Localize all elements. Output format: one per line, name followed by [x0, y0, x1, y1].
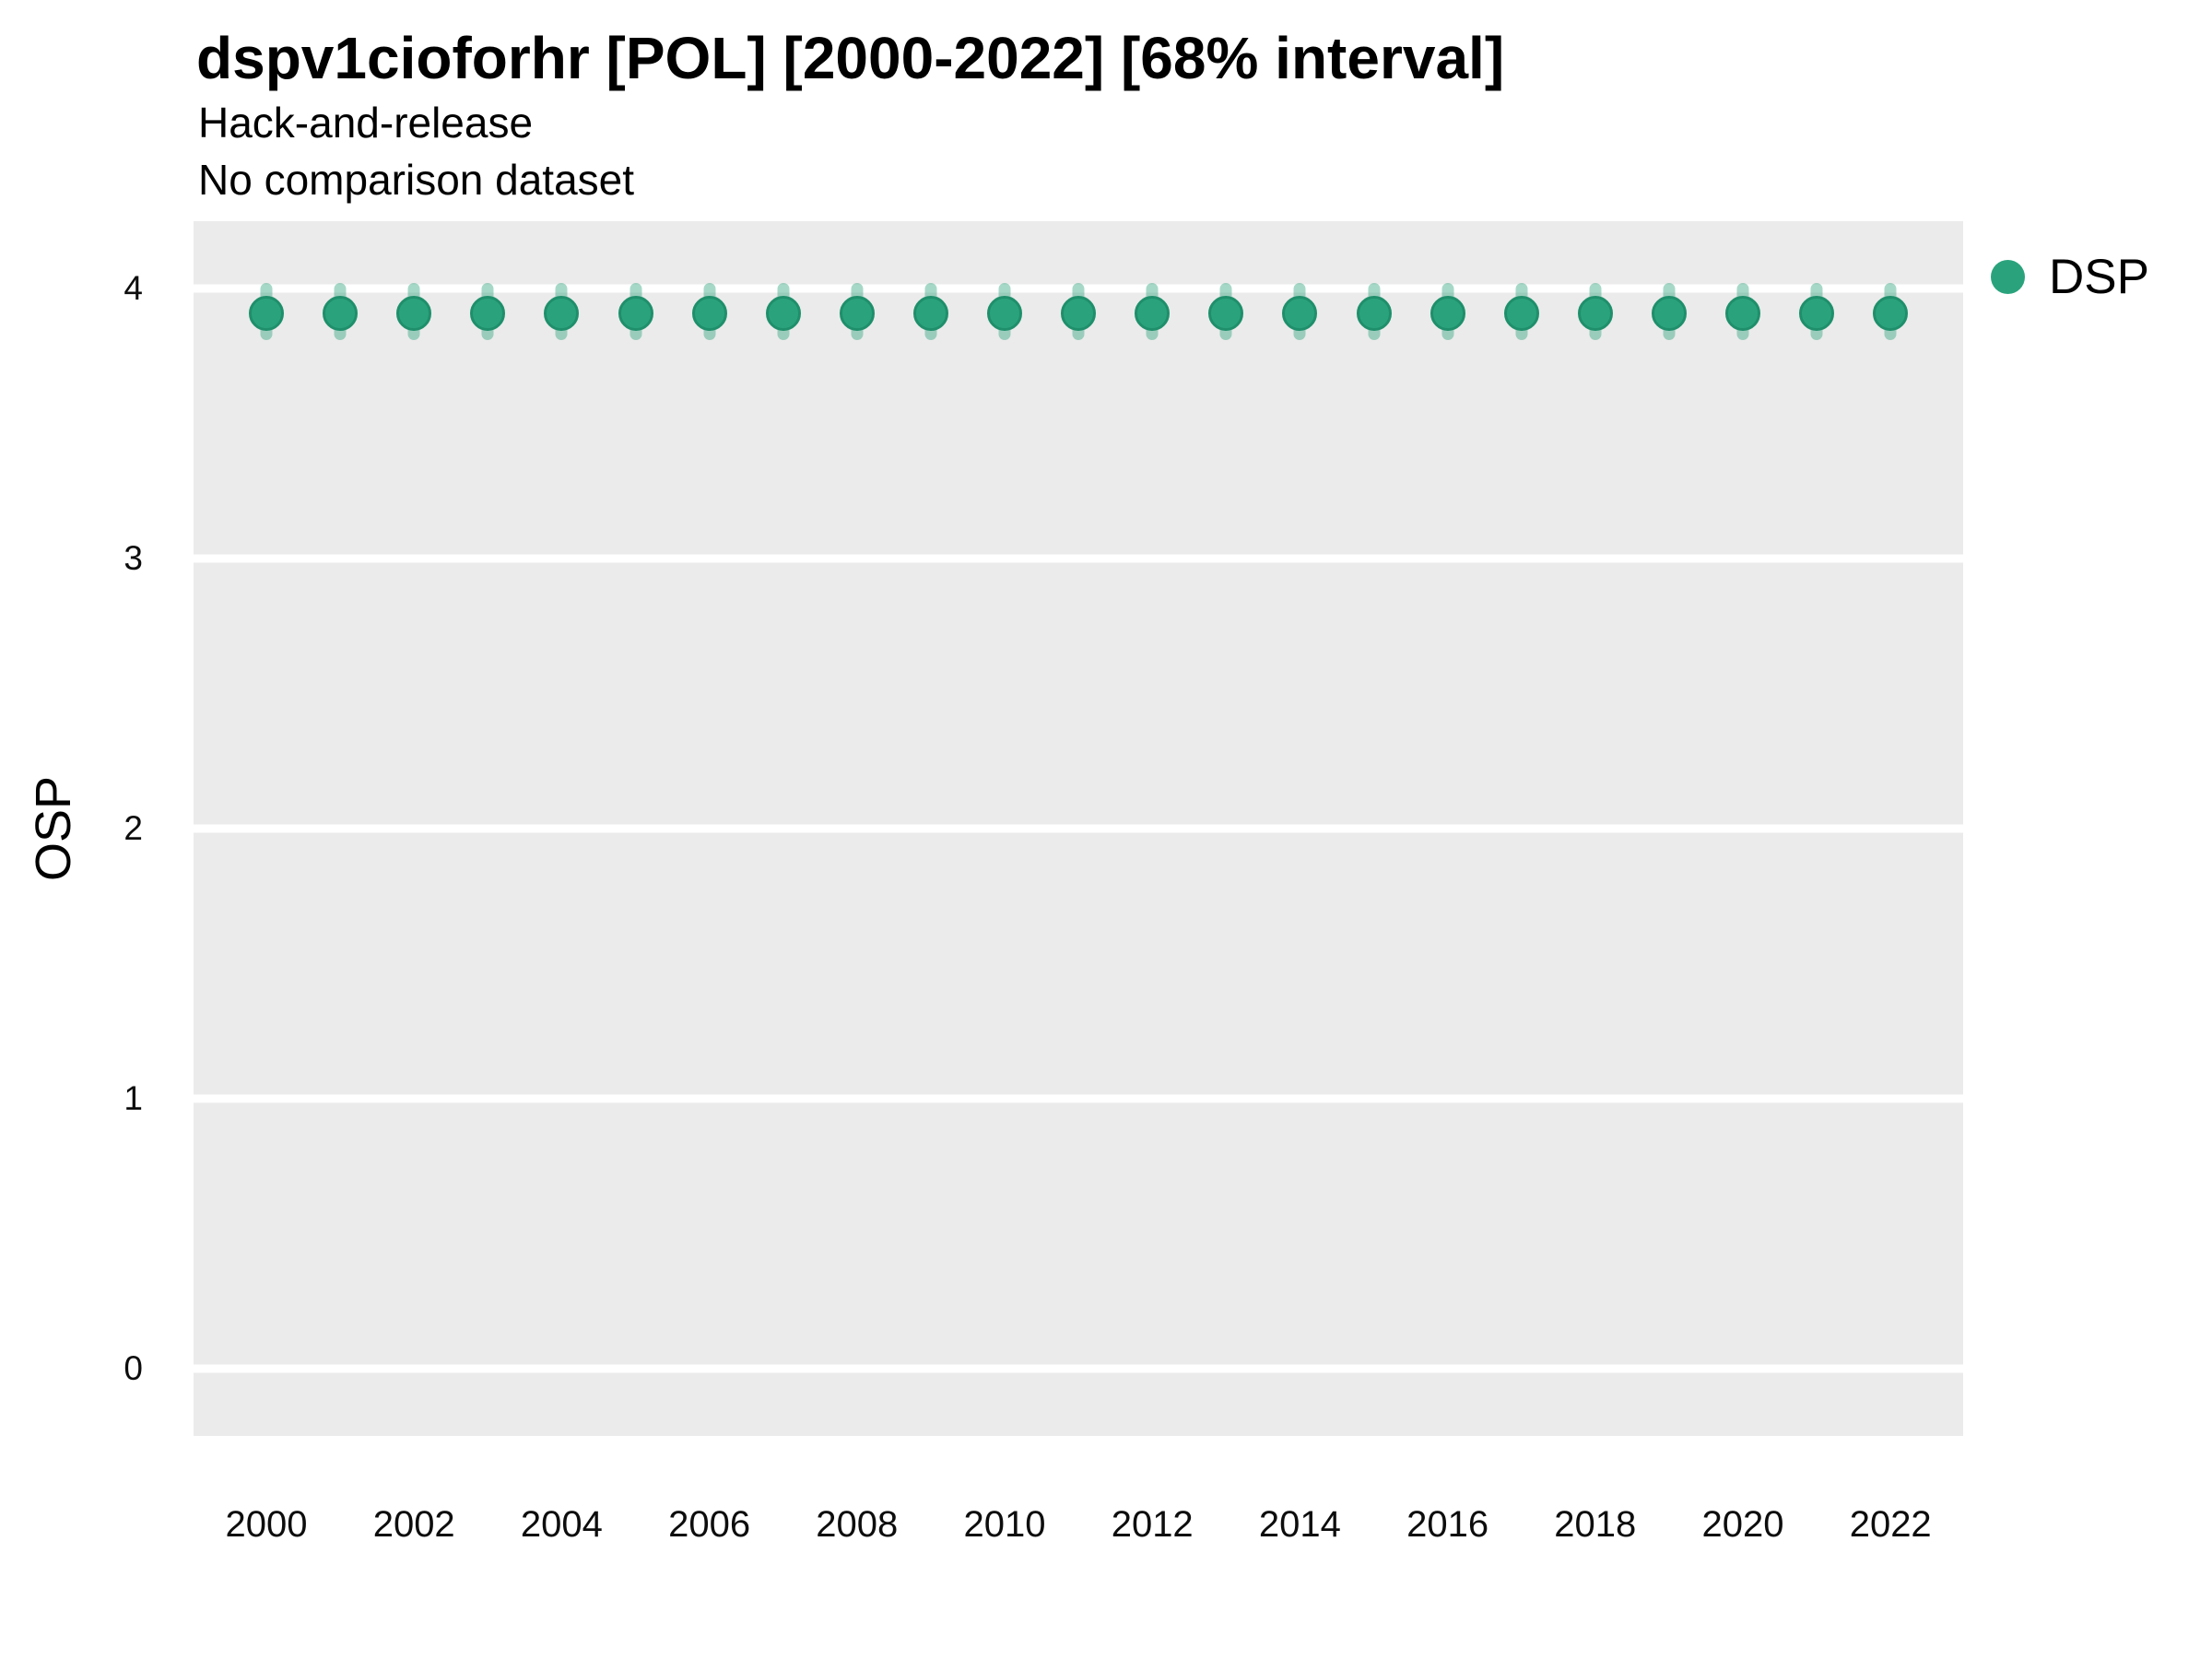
- data-point-2019: [1651, 221, 1688, 1436]
- gridline-y-0: [194, 1364, 1963, 1373]
- data-dot-2019: [1651, 295, 1687, 331]
- data-dot-2021: [1799, 295, 1835, 331]
- data-dot-2020: [1725, 295, 1760, 331]
- data-dot-2010: [987, 295, 1022, 331]
- data-point-2001: [322, 221, 359, 1436]
- data-dot-2015: [1356, 295, 1392, 331]
- x-tick-label-2014: 2014: [1258, 1504, 1341, 1545]
- data-point-2008: [839, 221, 876, 1436]
- data-point-2012: [1134, 221, 1171, 1436]
- data-point-2010: [986, 221, 1023, 1436]
- data-point-2021: [1798, 221, 1835, 1436]
- data-point-2015: [1356, 221, 1393, 1436]
- data-dot-2001: [323, 295, 359, 331]
- data-point-2020: [1724, 221, 1761, 1436]
- data-point-2005: [618, 221, 654, 1436]
- data-dot-2014: [1282, 295, 1318, 331]
- y-tick-label-4: 4: [124, 269, 143, 308]
- data-point-2013: [1207, 221, 1244, 1436]
- chart-title: dspv1cioforhr [POL] [2000-2022] [68% int…: [196, 25, 1505, 91]
- x-tick-label-2008: 2008: [816, 1504, 899, 1545]
- data-point-2009: [912, 221, 949, 1436]
- data-dot-2011: [1061, 295, 1097, 331]
- x-tick-label-2012: 2012: [1111, 1504, 1194, 1545]
- data-dot-2008: [839, 295, 875, 331]
- x-tick-label-2010: 2010: [963, 1504, 1046, 1545]
- data-point-2016: [1430, 221, 1466, 1436]
- x-tick-label-2020: 2020: [1701, 1504, 1784, 1545]
- legend-label: DSP: [2049, 250, 2149, 304]
- data-point-2011: [1060, 221, 1097, 1436]
- data-dot-2022: [1873, 295, 1909, 331]
- data-dot-2017: [1503, 295, 1539, 331]
- plot-panel: [194, 221, 1963, 1436]
- data-point-2018: [1577, 221, 1614, 1436]
- data-point-2022: [1872, 221, 1909, 1436]
- y-tick-label-2: 2: [124, 809, 143, 847]
- gridline-y-1: [194, 1094, 1963, 1103]
- y-tick-label-3: 3: [124, 539, 143, 578]
- data-point-2004: [543, 221, 580, 1436]
- data-dot-2012: [1135, 295, 1171, 331]
- data-dot-2013: [1208, 295, 1244, 331]
- y-tick-label-1: 1: [124, 1078, 143, 1117]
- legend: DSP: [1991, 249, 2149, 305]
- data-point-2017: [1503, 221, 1540, 1436]
- data-dot-2004: [544, 295, 580, 331]
- data-dot-2018: [1577, 295, 1613, 331]
- x-tick-label-2018: 2018: [1554, 1504, 1637, 1545]
- x-tick-label-2002: 2002: [372, 1504, 455, 1545]
- data-dot-2000: [249, 295, 284, 331]
- data-dot-2016: [1430, 295, 1465, 331]
- data-point-2000: [248, 221, 285, 1436]
- data-dot-2003: [470, 295, 506, 331]
- data-point-2014: [1281, 221, 1318, 1436]
- x-tick-label-2022: 2022: [1849, 1504, 1932, 1545]
- data-dot-2005: [618, 295, 653, 331]
- x-tick-label-2016: 2016: [1406, 1504, 1489, 1545]
- legend-dot-icon: [1991, 260, 2025, 294]
- data-point-2002: [395, 221, 432, 1436]
- chart-subtitle: Hack-and-release: [198, 99, 534, 147]
- data-dot-2009: [912, 295, 948, 331]
- data-dot-2007: [765, 295, 801, 331]
- chart-note: No comparison dataset: [198, 156, 635, 204]
- x-tick-label-2004: 2004: [520, 1504, 603, 1545]
- y-tick-label-0: 0: [124, 1348, 143, 1387]
- gridline-y-3: [194, 554, 1963, 563]
- gridline-y-4: [194, 284, 1963, 293]
- data-point-2007: [765, 221, 802, 1436]
- data-dot-2006: [691, 295, 727, 331]
- x-tick-label-2000: 2000: [225, 1504, 308, 1545]
- data-dot-2002: [396, 295, 432, 331]
- x-tick-label-2006: 2006: [668, 1504, 751, 1545]
- x-axis-tick-labels: 2000 2002 2004 2006 2008 2010 2012 2014 2016 2018…: [194, 1504, 1963, 1559]
- gridline-y-2: [194, 824, 1963, 833]
- data-point-2003: [469, 221, 506, 1436]
- data-point-2006: [691, 221, 728, 1436]
